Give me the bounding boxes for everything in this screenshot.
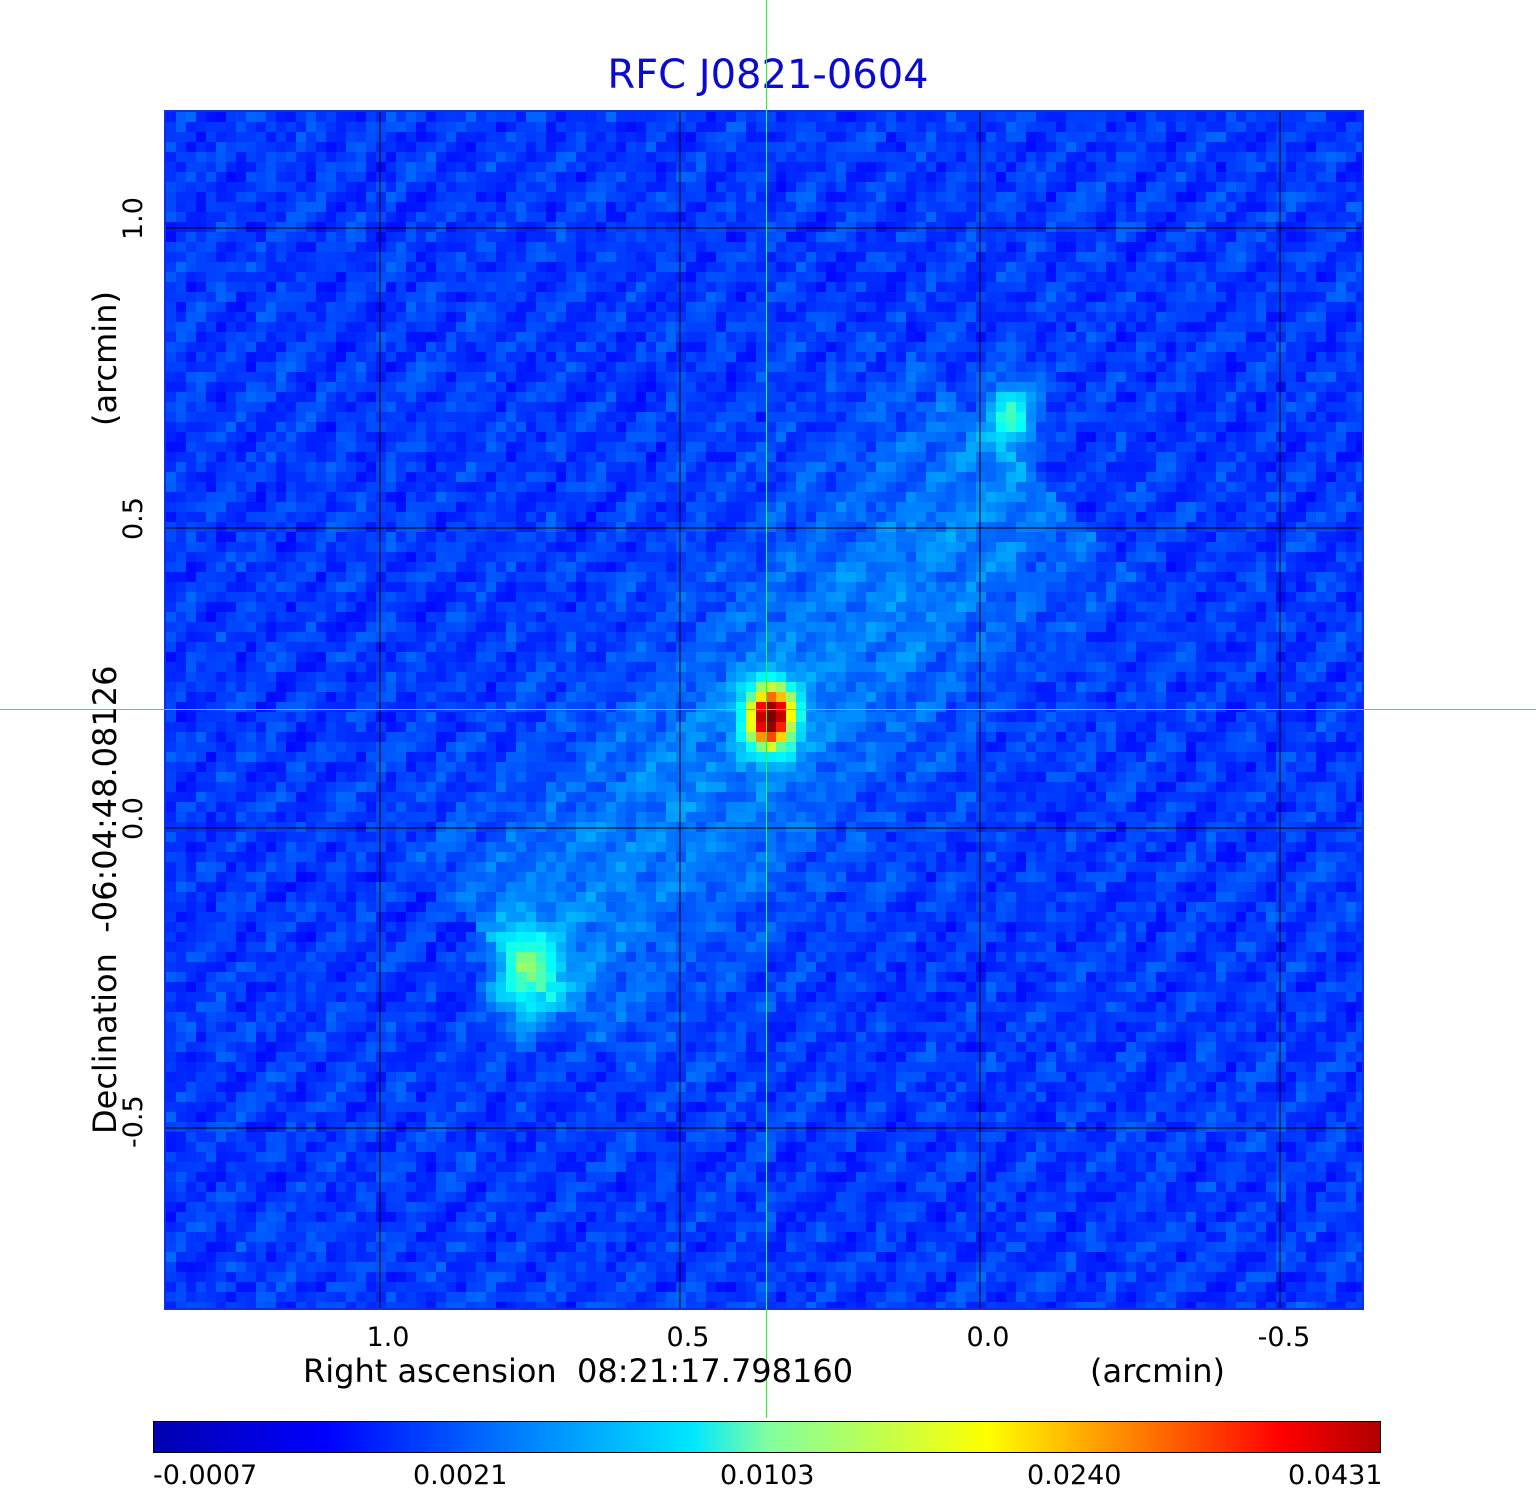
colorbar <box>153 1421 1381 1453</box>
x-tick-label: 1.0 <box>366 1322 410 1353</box>
colorbar-tick-label: 0.0021 <box>413 1460 508 1491</box>
colorbar-tick-label: 0.0103 <box>720 1460 815 1491</box>
coordinate-grid <box>166 112 1362 1308</box>
radio-map-canvas <box>166 112 1362 1308</box>
y-axis-name: Declination <box>86 953 124 1134</box>
y-axis-center: -06:04:48.08126 <box>86 665 124 933</box>
x-axis-center: 08:21:17.798160 <box>577 1352 854 1390</box>
image-title: RFC J0821-0604 <box>607 52 929 98</box>
x-tick-label: 0.0 <box>966 1322 1010 1353</box>
x-axis-name: Right ascension <box>303 1352 557 1390</box>
x-axis-label: Right ascension 08:21:17.798160 <box>303 1352 853 1390</box>
crosshair-horizontal <box>0 709 1536 710</box>
y-tick-label: 1.0 <box>118 197 149 240</box>
y-axis-unit: (arcmin) <box>86 291 124 426</box>
y-axis-label: Declination -06:04:48.08126 <box>86 666 124 1134</box>
radio-map-image[interactable] <box>164 110 1364 1310</box>
x-axis-unit: (arcmin) <box>1090 1352 1225 1390</box>
x-tick-label: -0.5 <box>1257 1322 1311 1353</box>
y-tick-label: 0.5 <box>118 497 149 540</box>
x-tick-label: 0.5 <box>666 1322 710 1353</box>
colorbar-tick-label: -0.0007 <box>153 1460 258 1491</box>
colorbar-tick-label: 0.0240 <box>1027 1460 1122 1491</box>
colorbar-tick-label: 0.0431 <box>1288 1460 1383 1491</box>
